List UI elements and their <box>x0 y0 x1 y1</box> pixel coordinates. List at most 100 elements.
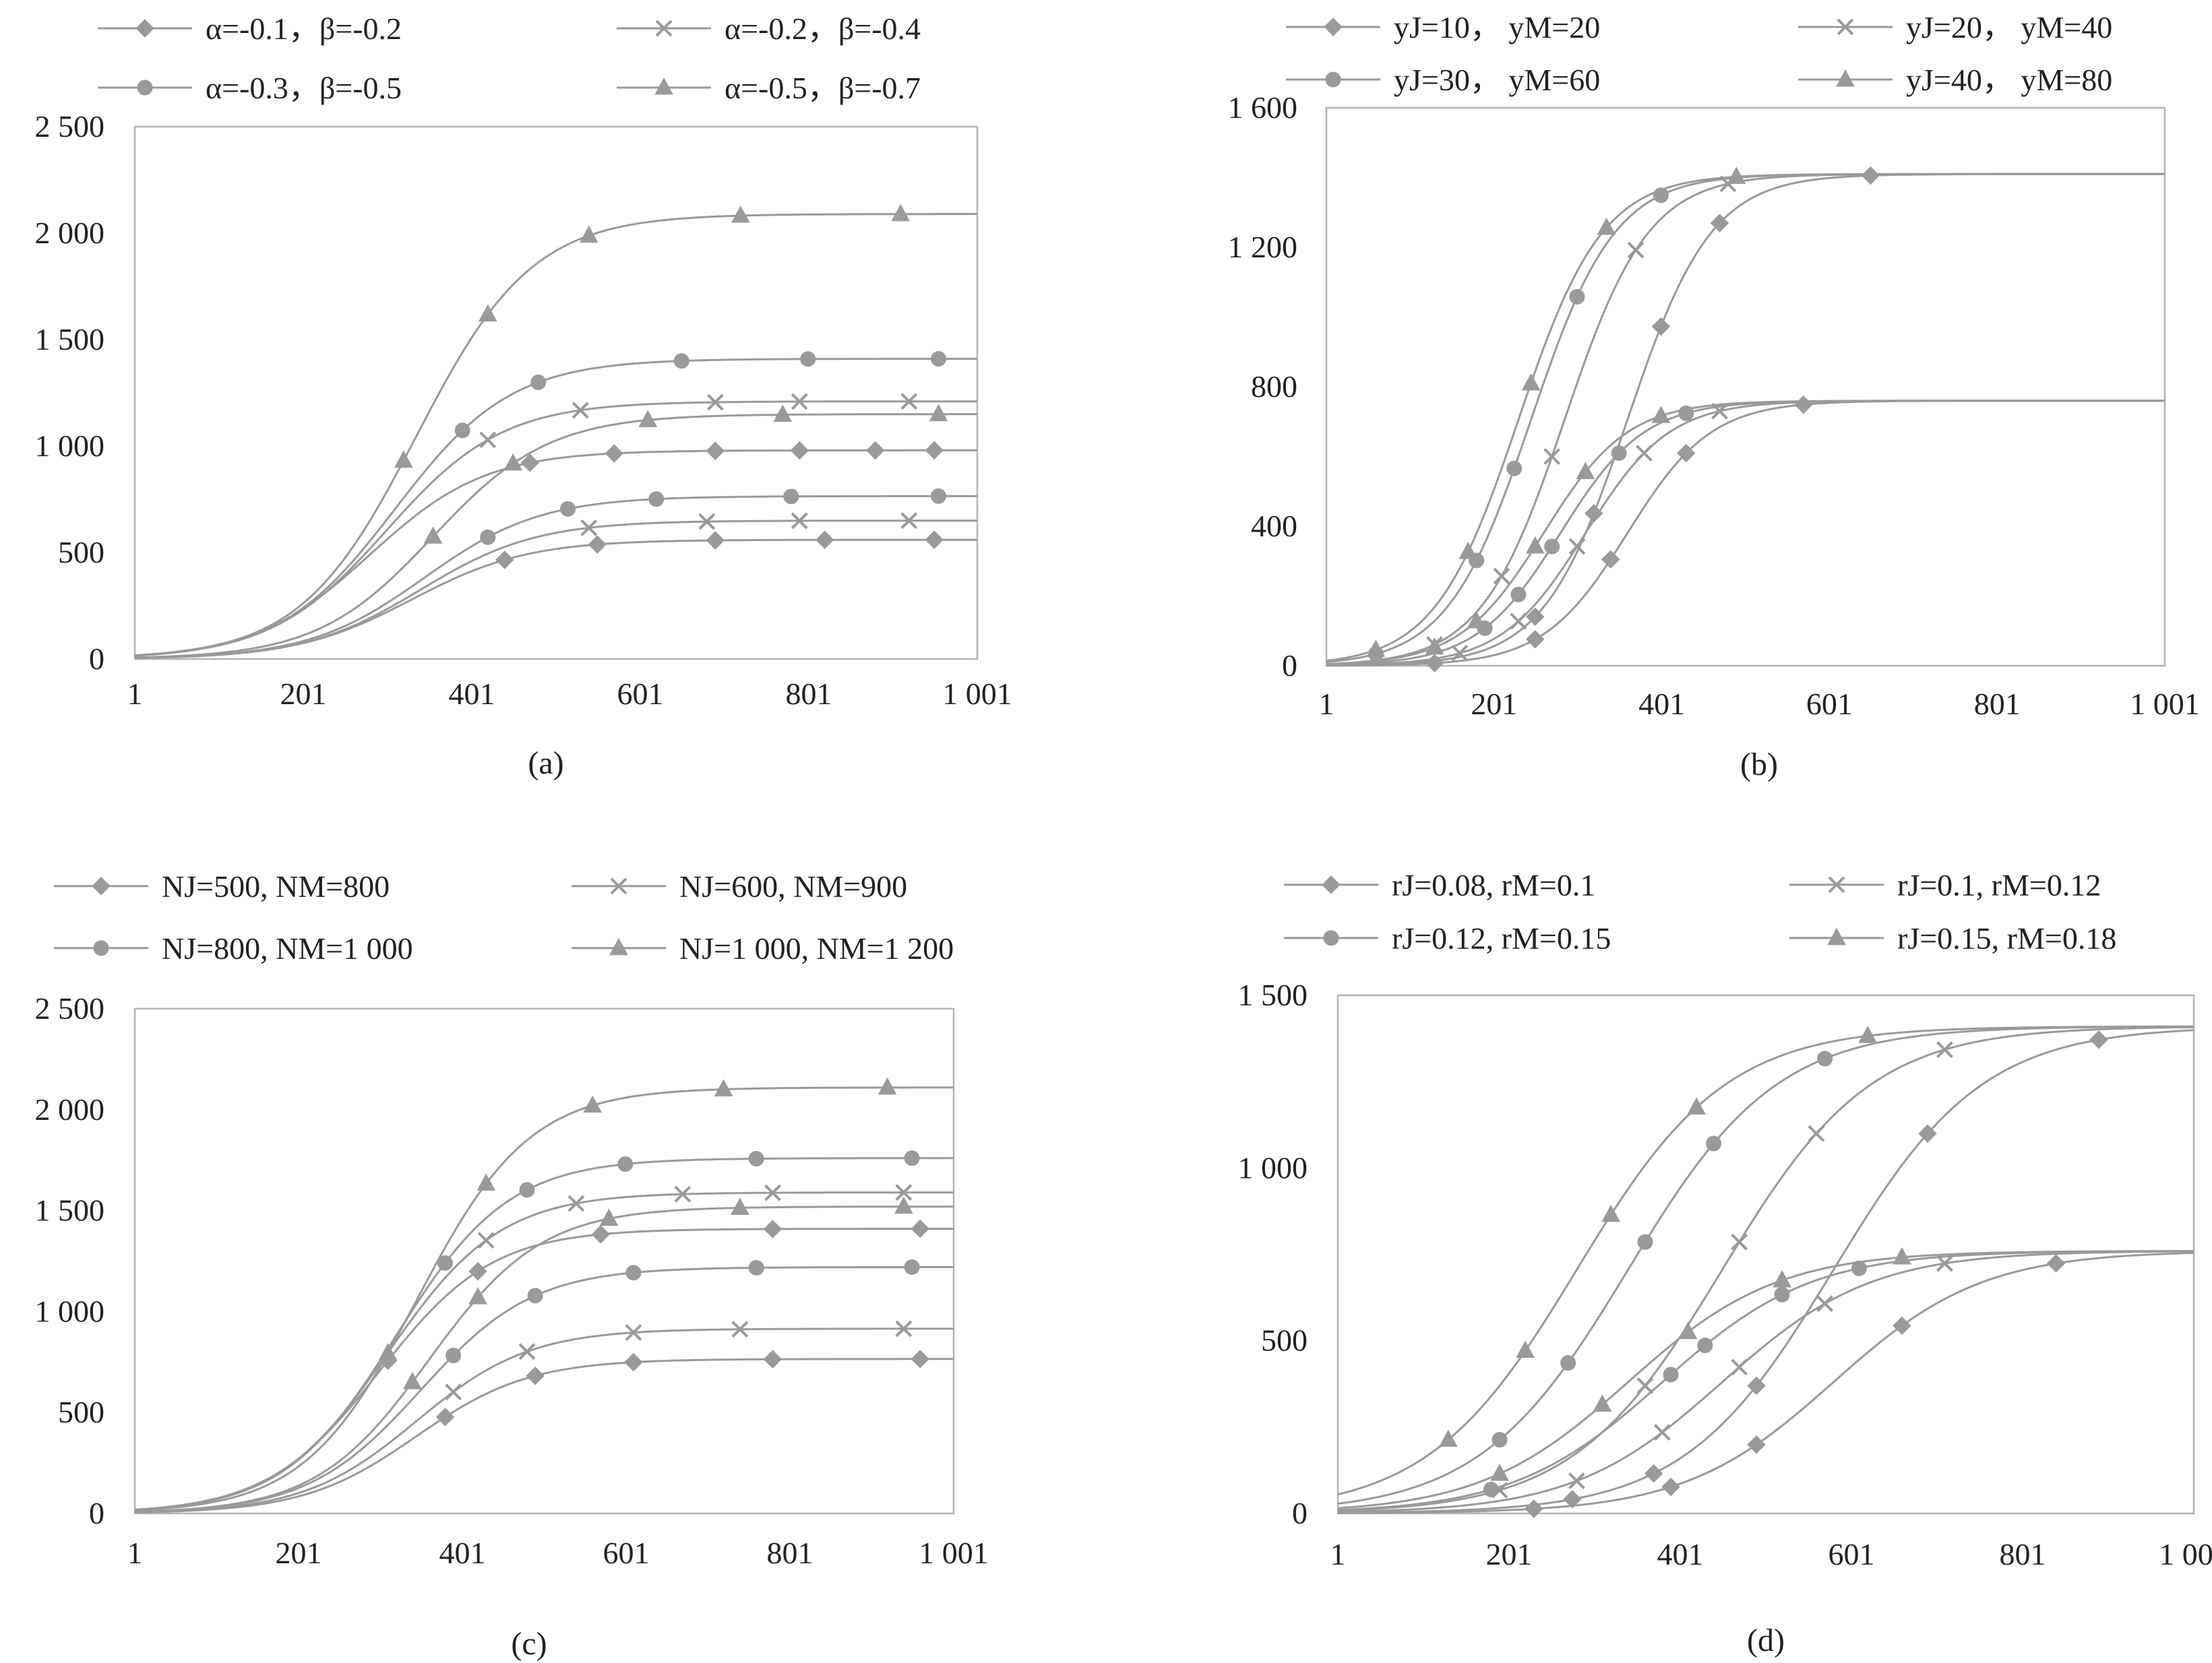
data-point <box>900 393 918 410</box>
data-point <box>791 393 808 410</box>
data-point <box>477 1173 496 1191</box>
data-point <box>1506 460 1523 476</box>
data-point <box>1644 1464 1663 1483</box>
data-point <box>816 530 834 549</box>
y-tick-label: 2 000 <box>35 216 105 250</box>
data-point <box>394 450 413 468</box>
data-point <box>763 1350 782 1369</box>
data-point <box>706 394 724 411</box>
data-point <box>1516 1340 1535 1358</box>
data-point <box>1510 586 1527 602</box>
series-line <box>1337 1250 2194 1509</box>
legend-marker <box>92 877 111 896</box>
series-line <box>1326 400 2165 666</box>
data-point <box>454 422 470 439</box>
series-line <box>1326 400 2165 666</box>
data-point <box>1366 639 1386 657</box>
data-point <box>1458 542 1478 559</box>
series-line <box>134 1205 954 1513</box>
series <box>1337 1026 2194 1513</box>
data-point <box>580 519 598 536</box>
data-point <box>911 1219 929 1238</box>
legend-marker <box>1836 69 1855 87</box>
x-tick-label: 1 001 <box>919 1536 989 1570</box>
series-line <box>1338 1251 2194 1514</box>
series <box>134 1150 954 1513</box>
data-point <box>1858 1026 1877 1043</box>
data-point <box>1425 637 1444 655</box>
series-line <box>134 413 977 659</box>
data-point <box>800 351 816 367</box>
legend-marker <box>93 940 109 956</box>
legend-marker <box>135 19 154 38</box>
data-point <box>2046 1254 2066 1273</box>
data-point <box>1544 538 1560 555</box>
legend-marker <box>609 937 628 955</box>
y-tick-label: 0 <box>1292 1496 1308 1530</box>
data-point <box>1731 1358 1748 1376</box>
data-point <box>423 526 443 544</box>
legend-label: NJ=500, NM=800 <box>162 869 390 904</box>
legend-entry: yJ=30， yM=60 <box>1286 63 1600 97</box>
legend-marker <box>610 877 627 895</box>
series-line <box>134 1327 954 1513</box>
data-point <box>520 453 539 472</box>
legend-entry: α=-0.5，β=-0.7 <box>617 71 921 105</box>
plot-area <box>133 125 979 660</box>
data-point <box>480 529 496 545</box>
legend-label: rJ=0.08, rM=0.1 <box>1392 868 1595 902</box>
data-point <box>572 402 589 419</box>
series <box>134 1219 954 1513</box>
x-tick-label: 601 <box>617 677 664 711</box>
data-point <box>588 535 607 554</box>
data-point <box>625 1324 642 1342</box>
legend-marker <box>1323 930 1339 946</box>
y-tick-label: 400 <box>1251 509 1297 543</box>
series-line <box>134 495 977 659</box>
data-point <box>435 1408 455 1426</box>
panel-a: 0 500 1 000 1 500 2 000 2 500 1 201 401 601 801 1 0… <box>35 11 1012 781</box>
data-point <box>527 1288 543 1304</box>
series-line <box>1326 400 2165 666</box>
data-point <box>1747 1376 1766 1395</box>
data-point <box>763 1220 782 1238</box>
data-point <box>1526 607 1545 626</box>
data-point <box>617 1156 634 1172</box>
plot-area <box>1325 106 2166 667</box>
y-tick-label: 1 000 <box>1238 1150 1308 1185</box>
y-tick-label: 2 500 <box>35 991 105 1026</box>
legend-marker <box>1324 18 1343 36</box>
y-tick-label: 1 000 <box>35 1294 105 1328</box>
x-tick-label: 201 <box>276 1536 322 1570</box>
y-tick-label: 0 <box>89 641 104 676</box>
legend-entry: rJ=0.08, rM=0.1 <box>1284 868 1595 902</box>
y-tick-label: 0 <box>1282 648 1297 683</box>
data-point <box>1774 1286 1790 1303</box>
data-point <box>599 1208 619 1226</box>
data-point <box>591 1225 611 1244</box>
series-line <box>134 358 977 657</box>
series <box>1337 1025 2194 1509</box>
x-tick-label: 801 <box>786 677 832 711</box>
data-point <box>1637 1234 1653 1250</box>
data-point <box>1627 241 1645 259</box>
x-tick-label: 801 <box>2000 1537 2046 1571</box>
data-point <box>674 1185 692 1203</box>
data-point <box>1676 443 1696 463</box>
x-tick-label: 1 001 <box>942 677 1012 711</box>
series <box>1326 172 2165 666</box>
data-point <box>1710 214 1729 232</box>
data-point <box>495 551 514 569</box>
series-line <box>1337 1026 2194 1512</box>
series-line <box>134 1157 954 1511</box>
legend-marker <box>1827 927 1846 945</box>
data-point <box>1794 395 1813 414</box>
legend-label: α=-0.5，β=-0.7 <box>725 71 921 105</box>
data-point <box>560 501 576 517</box>
data-point <box>698 513 716 530</box>
data-point <box>1893 1316 1911 1336</box>
y-tick-label: 500 <box>1261 1323 1308 1358</box>
data-point <box>1687 1097 1706 1115</box>
legend-label: NJ=800, NM=1 000 <box>162 931 413 966</box>
data-point <box>1817 1050 1833 1067</box>
